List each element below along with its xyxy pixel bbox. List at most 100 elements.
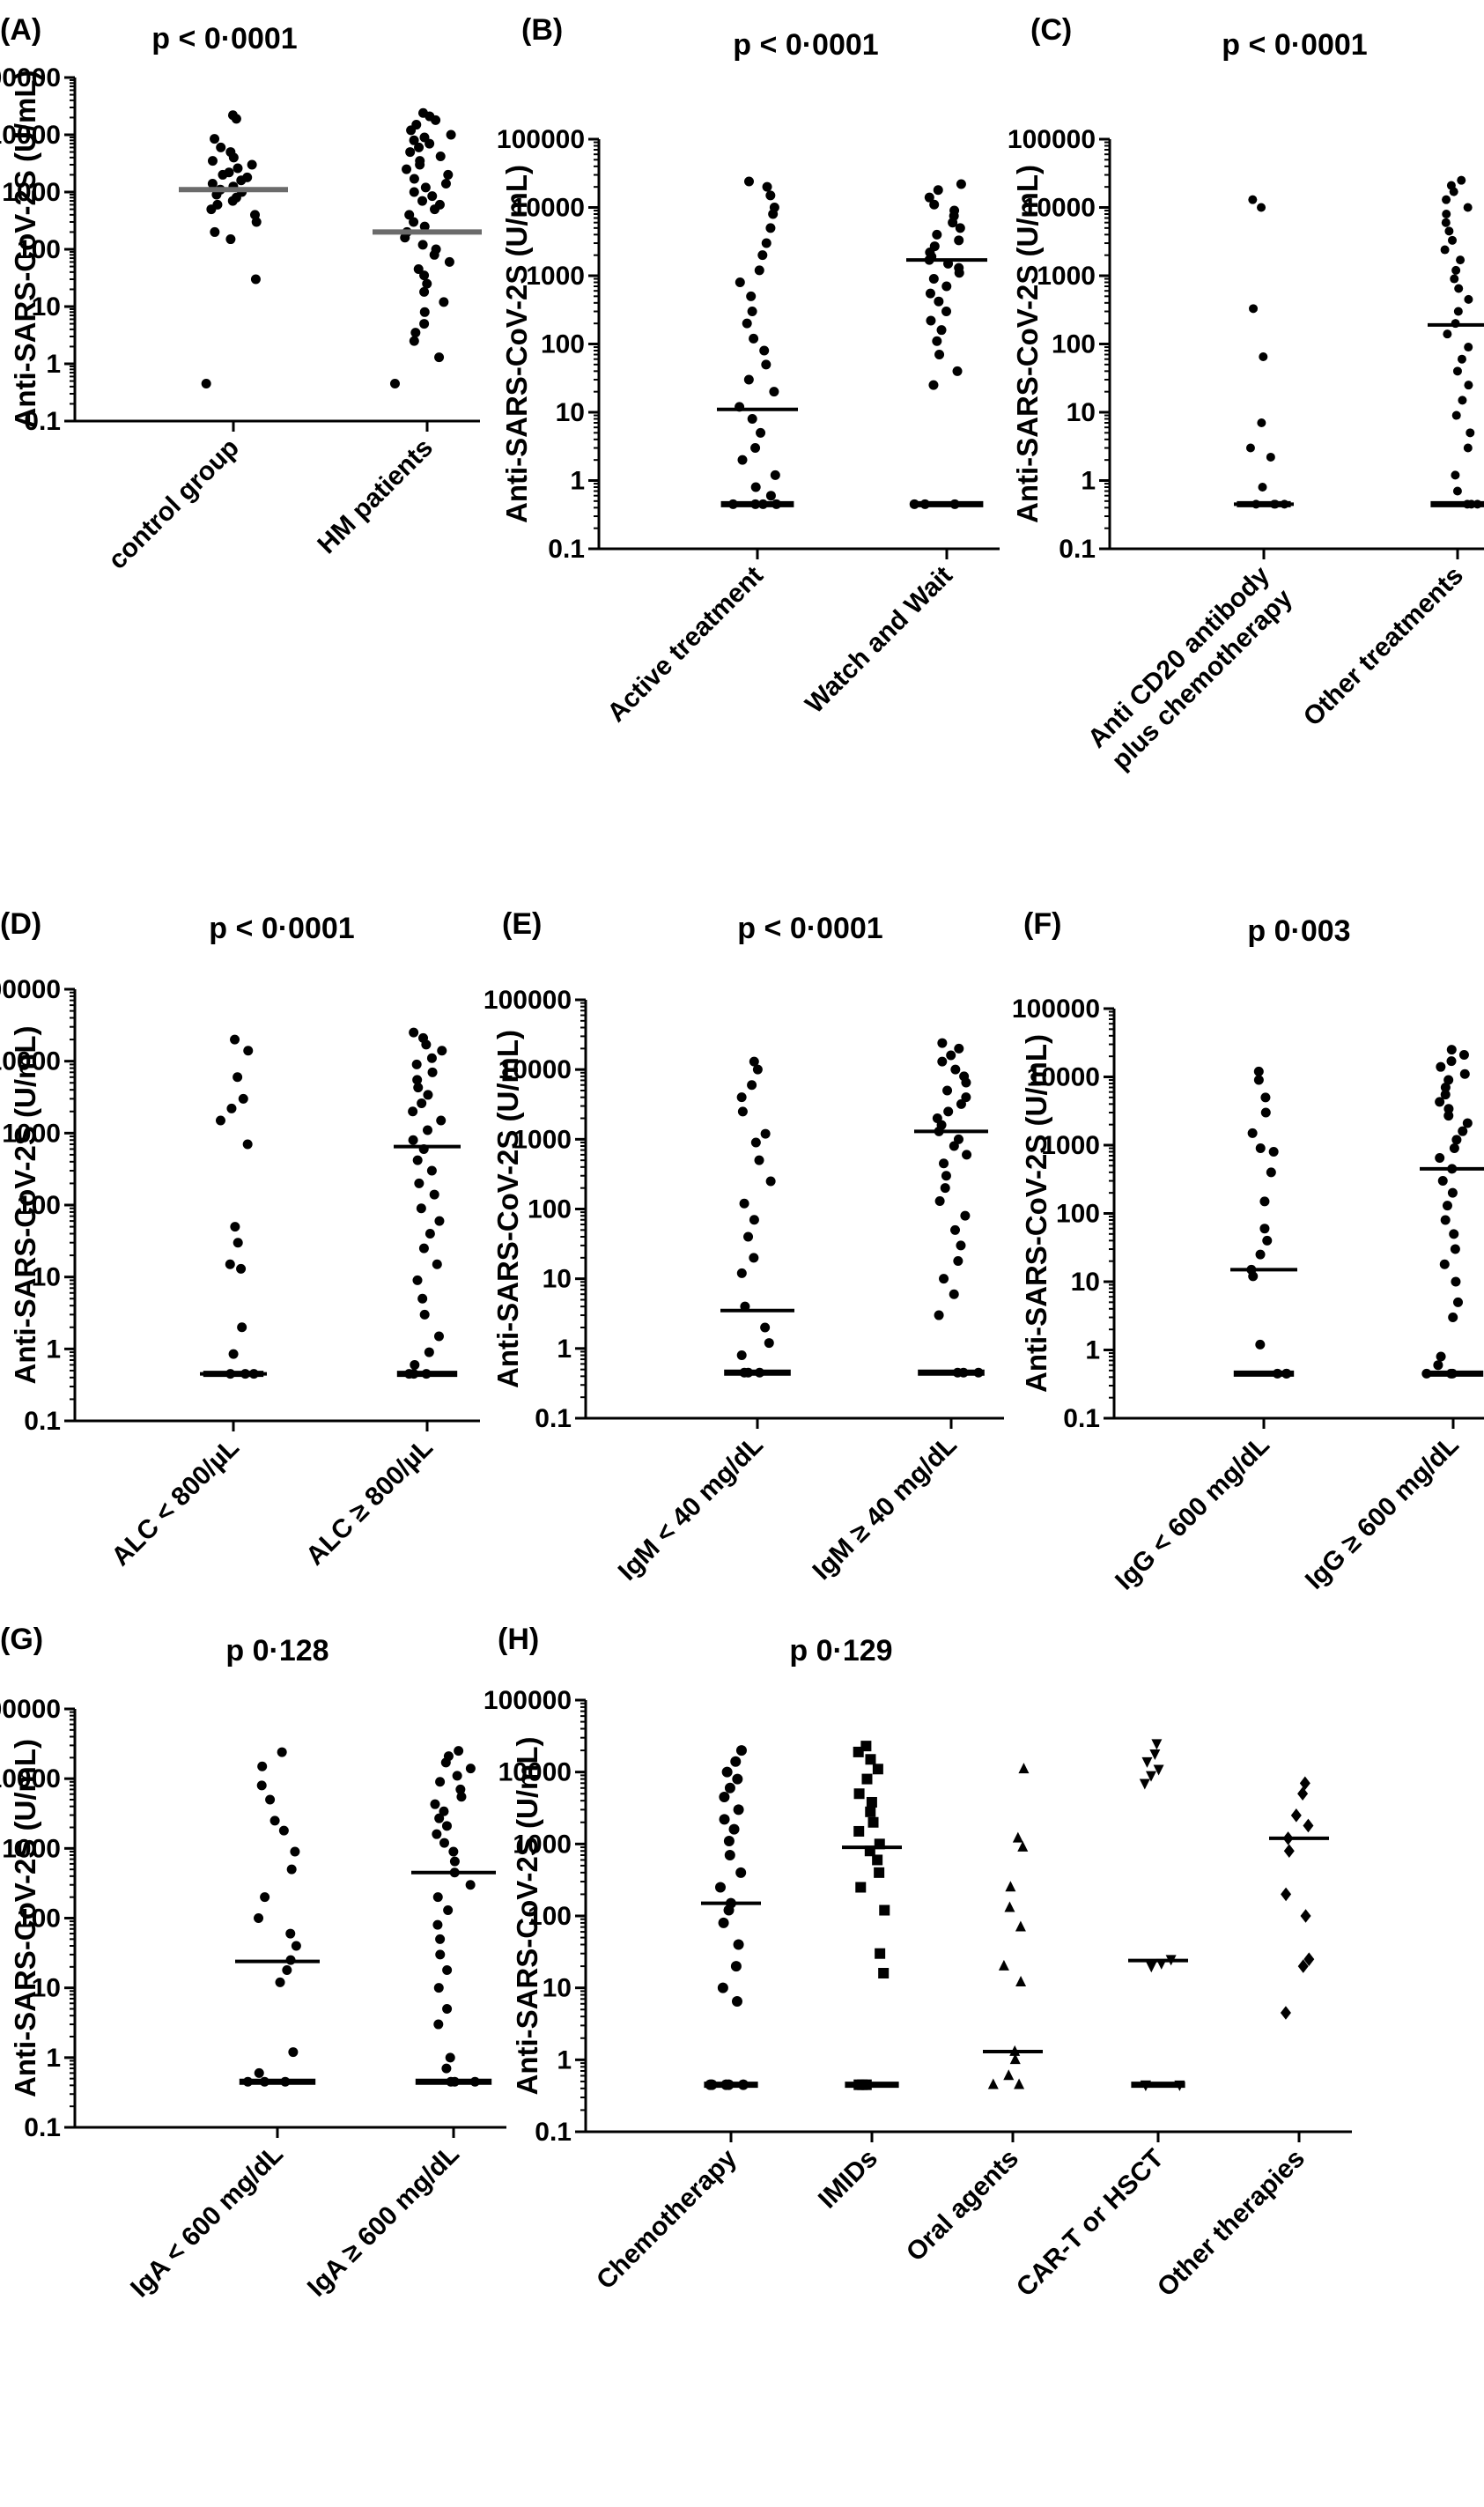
data-point	[770, 470, 780, 480]
x-category-label: IgM ≥ 40 mg/dL	[808, 1431, 963, 1586]
data-point	[418, 1243, 429, 1254]
data-point	[435, 1934, 446, 1944]
data-point	[1440, 1090, 1451, 1100]
data-point	[433, 2019, 444, 2030]
data-point	[423, 1090, 433, 1100]
data-point	[206, 204, 217, 215]
y-tick-label: 0.1	[535, 1404, 572, 1433]
data-point	[934, 350, 945, 360]
data-point	[230, 1034, 240, 1045]
data-point	[987, 2078, 999, 2089]
data-point	[941, 1171, 951, 1181]
data-point	[932, 229, 942, 240]
data-point	[238, 1093, 248, 1104]
y-tick-label: 1000	[1041, 1131, 1100, 1160]
data-point	[427, 1067, 438, 1077]
data-point	[949, 1289, 959, 1299]
data-point	[1442, 195, 1451, 204]
chart-panel-a: (A) p < 0·0001 100000 10000 1000 100 10 1 0.1Ant…	[0, 13, 482, 575]
data-point	[411, 1059, 422, 1069]
data-point	[1290, 1808, 1302, 1823]
y-tick-label: 1	[557, 2045, 572, 2074]
data-point	[430, 1799, 440, 1809]
data-point	[435, 151, 446, 161]
data-point	[1149, 1749, 1161, 1761]
data-point	[1443, 1104, 1454, 1114]
data-point	[955, 223, 965, 233]
data-point	[1436, 1061, 1446, 1072]
data-point	[237, 1322, 247, 1333]
data-point	[954, 1043, 964, 1054]
data-point	[723, 1835, 735, 1846]
data-point	[291, 1941, 301, 1951]
data-point	[1463, 443, 1473, 453]
data-point	[413, 1083, 424, 1093]
panel-label: (E)	[502, 907, 542, 941]
data-point	[731, 1995, 742, 2007]
y-tick-label: 100	[17, 235, 61, 264]
y-tick-label: 10000	[0, 121, 61, 150]
data-point	[1446, 1045, 1457, 1055]
data-point	[730, 1756, 742, 1767]
data-point	[940, 1183, 950, 1194]
data-point	[1443, 1111, 1454, 1121]
data-point	[1014, 2078, 1025, 2089]
data-point	[285, 1928, 296, 1939]
data-point	[282, 1964, 292, 1975]
data-point	[1458, 1050, 1469, 1061]
data-point	[765, 1176, 776, 1187]
data-point	[943, 1106, 954, 1117]
data-point	[961, 1092, 971, 1103]
data-point	[432, 1829, 442, 1839]
x-category-label: IgG ≥ 600 mg/dL	[1300, 1431, 1465, 1595]
data-point	[769, 387, 779, 397]
data-point	[286, 1864, 297, 1875]
data-point	[1303, 1952, 1315, 1966]
data-point	[1463, 203, 1473, 212]
data-point	[1451, 410, 1461, 420]
data-point	[1464, 381, 1473, 390]
data-point	[733, 1939, 744, 1950]
panel-label: (D)	[0, 907, 41, 941]
data-point	[1458, 396, 1467, 405]
data-point	[260, 1892, 270, 1903]
data-point	[410, 1359, 420, 1370]
data-point	[1436, 1351, 1446, 1362]
data-point	[762, 181, 772, 192]
data-point	[1449, 1229, 1459, 1239]
data-point	[233, 163, 243, 174]
y-tick-label: 10000	[1027, 1063, 1100, 1092]
data-point	[749, 1253, 759, 1263]
data-point	[750, 443, 761, 454]
data-point	[724, 1782, 735, 1793]
data-point	[747, 307, 757, 317]
data-point	[1435, 1152, 1445, 1163]
x-category-label: Active treatment	[602, 561, 769, 728]
y-tick-label: 1	[1085, 1336, 1100, 1365]
data-point	[416, 1203, 426, 1214]
data-point	[954, 235, 964, 246]
data-point	[950, 1224, 961, 1235]
data-point	[405, 147, 416, 158]
data-point	[879, 1904, 890, 1916]
data-point	[1300, 1909, 1311, 1923]
data-point	[747, 1080, 757, 1091]
data-point	[1456, 255, 1466, 265]
chart-title: p < 0·0001	[733, 28, 878, 62]
chart-title: p < 0·0001	[737, 912, 882, 945]
data-point	[409, 135, 419, 145]
data-point	[433, 1331, 444, 1342]
data-point	[210, 226, 220, 237]
x-category-label: Other therapies	[1152, 2144, 1310, 2303]
data-point	[948, 218, 958, 228]
data-point	[733, 1804, 744, 1816]
data-point	[225, 234, 236, 245]
x-category-label: IgA ≥ 600 mg/dL	[302, 2140, 465, 2303]
data-point	[721, 1766, 733, 1778]
data-point	[216, 142, 226, 152]
y-tick-label: 0.1	[548, 535, 585, 564]
data-point	[1449, 1143, 1459, 1154]
chart-title: p 0·129	[789, 1634, 892, 1668]
data-point	[408, 1135, 418, 1145]
data-point	[1266, 1167, 1276, 1178]
